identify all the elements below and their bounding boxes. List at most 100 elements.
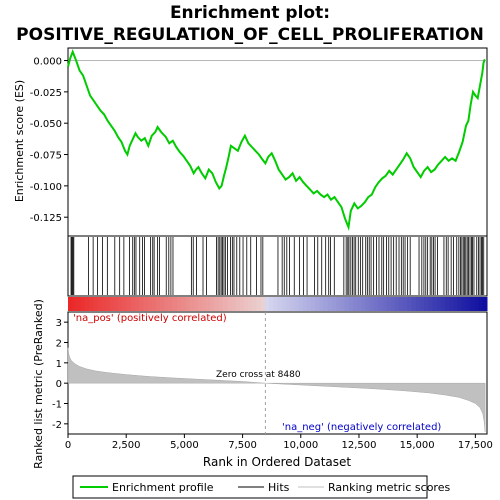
colorbar-segment — [461, 297, 467, 311]
colorbar-segment — [407, 297, 413, 311]
colorbar-segment — [382, 297, 387, 311]
metric-xtick-label: 7,500 — [228, 440, 257, 451]
colorbar-segment — [210, 297, 216, 311]
colorbar-segment — [331, 297, 337, 311]
colorbar-segment — [457, 297, 463, 311]
colorbar-segment — [424, 297, 429, 311]
colorbar-segment — [189, 297, 195, 311]
rank-colorbar — [68, 297, 488, 311]
colorbar-segment — [394, 297, 400, 311]
colorbar-segment — [348, 297, 354, 311]
colorbar-segment — [470, 297, 475, 311]
colorbar-segment — [386, 297, 392, 311]
metric-xtick-label: 0 — [65, 440, 71, 451]
colorbar-segment — [403, 297, 408, 311]
colorbar-segment — [72, 297, 77, 311]
metric-xtick-label: 12,500 — [341, 440, 376, 451]
es-ytick-label: 0.000 — [33, 57, 62, 68]
colorbar-segment — [273, 297, 278, 311]
metric-ytick-label: 3 — [56, 318, 62, 329]
colorbar-segment — [432, 297, 438, 311]
neg-label: 'na_neg' (negatively correlated) — [282, 422, 441, 433]
colorbar-segment — [239, 297, 245, 311]
colorbar-segment — [206, 297, 211, 311]
colorbar-segment — [197, 297, 203, 311]
colorbar-segment — [478, 297, 484, 311]
colorbar-segment — [378, 297, 383, 311]
metric-xtick-label: 17,500 — [458, 440, 493, 451]
metric-xtick-label: 5,000 — [170, 440, 199, 451]
colorbar-segment — [130, 297, 136, 311]
colorbar-segment — [453, 297, 459, 311]
hits-panel-frame — [67, 235, 488, 297]
colorbar-segment — [248, 297, 253, 311]
colorbar-segment — [114, 297, 119, 311]
colorbar-segment — [344, 297, 350, 311]
colorbar-segment — [176, 297, 182, 311]
colorbar-segment — [319, 297, 325, 311]
colorbar-segment — [168, 297, 174, 311]
colorbar-segment — [436, 297, 442, 311]
colorbar-segment — [264, 297, 270, 311]
colorbar-segment — [101, 297, 107, 311]
colorbar-segment — [294, 297, 299, 311]
metric-panel-frame — [67, 311, 488, 435]
metric-xtick-label: 2,500 — [112, 440, 141, 451]
colorbar-segment — [285, 297, 291, 311]
colorbar-segment — [109, 297, 115, 311]
colorbar-segment — [151, 297, 157, 311]
colorbar-segment — [315, 297, 320, 311]
colorbar-segment — [482, 297, 488, 311]
colorbar-segment — [172, 297, 178, 311]
legend-hits-label: Hits — [268, 481, 290, 494]
metric-ytick-label: -1 — [52, 400, 62, 411]
colorbar-segment — [419, 297, 425, 311]
es-ytick-label: -0.025 — [30, 88, 62, 99]
metric-xtick-label: 15,000 — [400, 440, 435, 451]
colorbar-segment — [327, 297, 333, 311]
colorbar-segment — [361, 297, 366, 311]
zero-cross-label: Zero cross at 8480 — [216, 370, 301, 380]
colorbar-segment — [76, 297, 82, 311]
colorbar-segment — [415, 297, 421, 311]
metric-ylabel: Ranked list metric (PreRanked) — [32, 299, 45, 469]
metric-xlabel: Rank in Ordered Dataset — [203, 455, 351, 469]
colorbar-segment — [306, 297, 312, 311]
colorbar-segment — [214, 297, 220, 311]
colorbar-segment — [93, 297, 98, 311]
colorbar-segment — [445, 297, 450, 311]
metric-ytick-label: -2 — [52, 420, 62, 431]
colorbar-segment — [80, 297, 86, 311]
colorbar-segment — [126, 297, 132, 311]
colorbar-segment — [84, 297, 90, 311]
colorbar-segment — [147, 297, 153, 311]
colorbar-segment — [369, 297, 375, 311]
colorbar-segment — [474, 297, 480, 311]
colorbar-segment — [302, 297, 308, 311]
metric-y-ticks: 3 2 1 0 -1 -2 — [52, 318, 68, 431]
legend-metric-label: Ranking metric scores — [328, 481, 450, 494]
colorbar-segment — [269, 297, 274, 311]
colorbar-segment — [411, 297, 417, 311]
es-ytick-label: -0.100 — [30, 182, 62, 193]
colorbar-segment — [164, 297, 170, 311]
es-ytick-label: -0.125 — [30, 213, 62, 224]
legend-enrichment-label: Enrichment profile — [112, 481, 214, 494]
colorbar-segment — [105, 297, 111, 311]
ranking-metric-area — [67, 347, 486, 433]
colorbar-segment — [281, 297, 287, 311]
colorbar-segment — [466, 297, 471, 311]
metric-xtick-label: 10,000 — [283, 440, 318, 451]
colorbar-segment — [336, 297, 341, 311]
colorbar-segment — [139, 297, 144, 311]
colorbar-segment — [160, 297, 165, 311]
colorbar-segment — [357, 297, 362, 311]
colorbar-segment — [227, 297, 232, 311]
colorbar-segment — [135, 297, 140, 311]
pos-label: 'na_pos' (positively correlated) — [73, 313, 227, 324]
colorbar-segment — [365, 297, 371, 311]
colorbar-segment — [235, 297, 241, 311]
colorbar-segment — [428, 297, 434, 311]
chart-title-line1: Enrichment plot: — [170, 3, 330, 23]
